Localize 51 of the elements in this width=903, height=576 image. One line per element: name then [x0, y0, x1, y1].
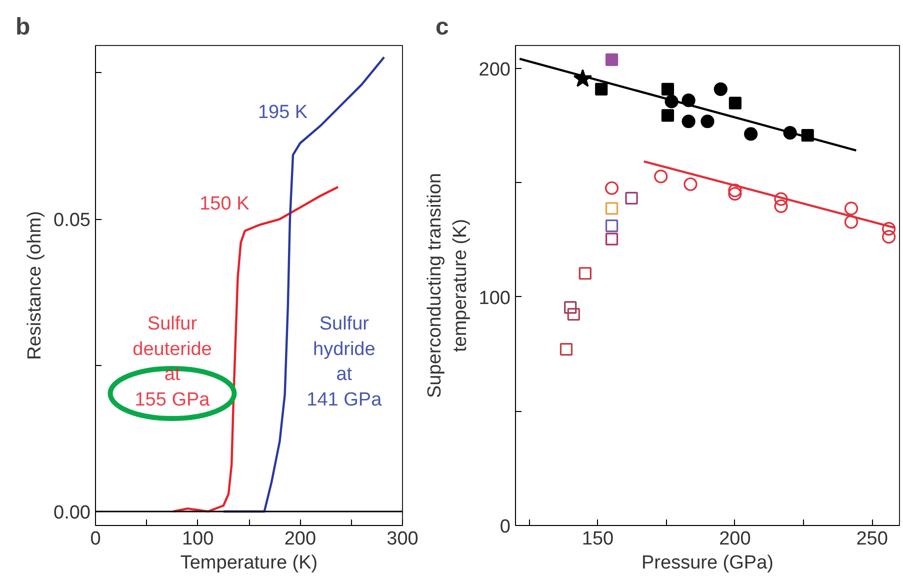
point	[783, 126, 797, 140]
x-tick-label: 100	[182, 528, 214, 550]
y-tick-label: 0.00	[54, 502, 91, 524]
x-tick-label: 150	[582, 528, 614, 550]
point	[728, 184, 742, 198]
chart-title: b	[16, 14, 30, 40]
x-tick-label: 200	[284, 528, 316, 550]
point	[682, 94, 696, 108]
point	[774, 199, 788, 213]
annotation: 150 K	[200, 193, 250, 214]
annotation: Sulfur hydride at 141 GPa	[306, 314, 382, 410]
chart-title: c	[436, 14, 449, 40]
y-tick-label: 0.05	[54, 210, 91, 232]
point	[774, 192, 788, 206]
point	[682, 114, 696, 128]
point	[728, 96, 742, 110]
point	[605, 232, 618, 246]
point	[728, 187, 742, 201]
point	[664, 94, 678, 108]
point	[605, 202, 618, 215]
point	[700, 114, 714, 128]
point	[564, 301, 577, 314]
point	[560, 342, 573, 356]
point	[604, 181, 619, 195]
point	[625, 192, 638, 204]
point	[595, 82, 608, 96]
x-tick-label: 200	[719, 528, 751, 550]
point	[573, 69, 592, 87]
point	[744, 127, 758, 141]
point	[605, 53, 618, 66]
point	[578, 267, 592, 280]
point	[714, 82, 728, 96]
point	[567, 308, 580, 321]
x-tick-label: 300	[386, 528, 418, 550]
x-tick-label: 250	[856, 528, 888, 550]
y-tick-label: 100	[478, 288, 510, 309]
x-axis-title: Temperature (K)	[180, 552, 318, 574]
y-tick-label: 200	[478, 59, 510, 80]
point	[605, 220, 618, 232]
x-axis-title: Pressure (GPa)	[642, 552, 774, 574]
annotation: 195 K	[258, 102, 308, 124]
y-axis-title: Superconducting transition temperature (K)	[424, 173, 471, 398]
point	[661, 109, 674, 122]
point	[801, 129, 814, 142]
point	[661, 82, 674, 96]
y-axis-title: Resistance (ohm)	[24, 211, 46, 360]
point	[684, 177, 698, 192]
point	[844, 215, 858, 229]
point	[882, 230, 896, 244]
point	[654, 170, 668, 184]
point	[844, 202, 858, 216]
